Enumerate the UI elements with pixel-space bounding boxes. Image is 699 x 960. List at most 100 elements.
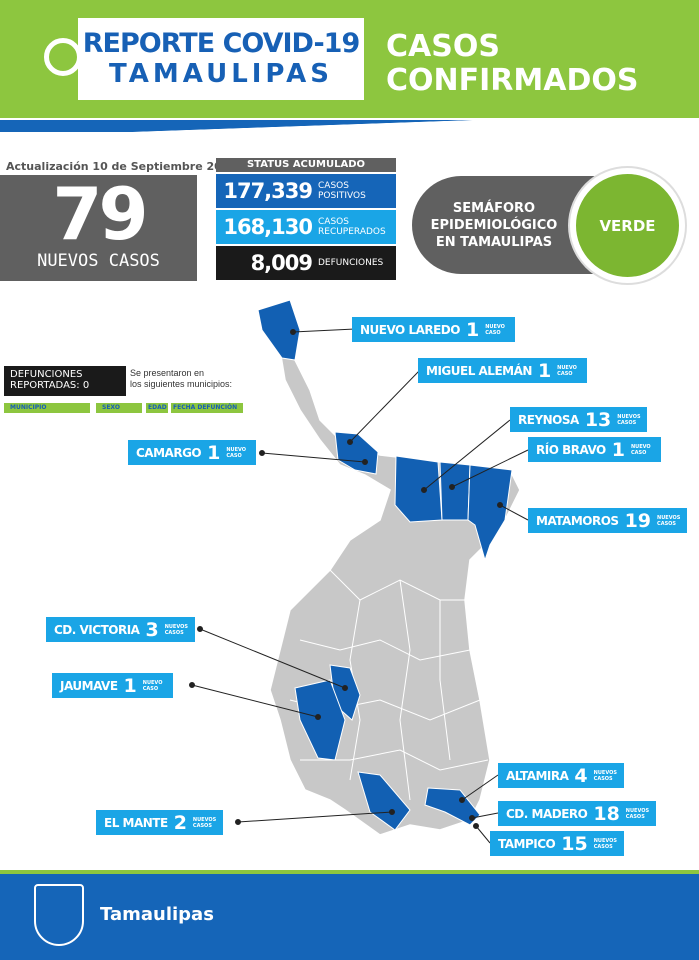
case-count: 3	[145, 618, 159, 641]
label-nuevo-laredo: NUEVO LAREDO 1 NUEVO CASO	[352, 317, 516, 342]
case-count: 1	[611, 438, 625, 461]
status-label: RECUPERADOS	[318, 227, 386, 237]
status-title: STATUS ACUMULADO	[216, 158, 396, 172]
column-header: FECHA DEFUNCIÓN	[171, 403, 243, 413]
label-cd-victoria: CD. VICTORIA 3 NUEVOS CASOS	[46, 617, 195, 642]
label-matamoros: MATAMOROS 19 NUEVOS CASOS	[528, 508, 688, 533]
municipality-name: CD. VICTORIA	[54, 622, 140, 637]
case-label: CASO	[142, 685, 159, 692]
case-count: 1	[465, 318, 480, 341]
case-count: 15	[561, 832, 588, 855]
new-cases-box: 79 NUEVOS CASOS	[0, 175, 197, 281]
reynosa-area	[394, 455, 443, 523]
label-reynosa: REYNOSA 13 NUEVOS CASOS	[510, 407, 648, 432]
case-label: NUEVOS	[593, 769, 617, 776]
case-label: NUEVOS	[625, 807, 650, 814]
municipality-name: MATAMOROS	[536, 513, 619, 528]
case-label: CASOS	[164, 629, 184, 636]
case-label: CASOS	[593, 843, 613, 850]
case-label: CASOS	[593, 775, 613, 782]
new-cases-label: NUEVOS CASOS	[37, 251, 160, 271]
title-line2: TAMAULIPAS	[109, 59, 333, 89]
el-mante-area	[357, 771, 411, 831]
status-value: 177,339	[223, 179, 313, 203]
tamaulipas-map	[189, 299, 529, 844]
status-value: 168,130	[223, 215, 313, 239]
rio-bravo-area	[439, 461, 471, 521]
status-deaths: 8,009 DEFUNCIONES	[216, 246, 396, 280]
semaforo-status: VERDE	[570, 168, 685, 283]
municipality-name: ALTAMIRA	[506, 768, 569, 783]
case-label: CASO	[630, 449, 647, 456]
section-line1: CASOS	[386, 29, 500, 64]
status-value: 8,009	[250, 251, 313, 275]
case-label: CASO	[226, 452, 242, 459]
case-label: NUEVO	[226, 446, 247, 453]
case-label: NUEVOS	[657, 514, 681, 521]
deaths-line: DEFUNCIONES	[10, 369, 83, 380]
municipality-name: EL MANTE	[104, 815, 168, 830]
deaths-line: REPORTADAS: 0	[10, 380, 90, 391]
municipality-name: JAUMAVE	[60, 678, 118, 693]
case-count: 19	[624, 509, 652, 532]
jaumave-area	[294, 679, 346, 761]
case-count: 13	[584, 408, 612, 431]
case-label: NUEVOS	[192, 816, 217, 823]
note-line: los siguientes municipios:	[130, 379, 233, 389]
column-header: SEXO	[96, 403, 142, 413]
case-count: 18	[593, 802, 620, 825]
new-cases-value: 79	[52, 172, 148, 256]
state-seal-icon	[34, 884, 84, 946]
label-el-mante: EL MANTE 2 NUEVOS CASOS	[96, 810, 223, 835]
case-label: CASOS	[617, 419, 637, 426]
status-label: DEFUNCIONES	[318, 258, 384, 268]
status-label: CASOS	[318, 217, 349, 227]
update-date: Actualización 10 de Septiembre 2022	[6, 160, 238, 173]
case-label: NUEVOS	[164, 623, 188, 630]
case-label: NUEVO	[142, 679, 163, 686]
column-header: EDAD	[146, 403, 168, 413]
case-count: 1	[207, 441, 221, 464]
footer-stripe	[0, 870, 699, 874]
header-stripe	[0, 120, 699, 132]
municipality-name: NUEVO LAREDO	[360, 322, 460, 337]
municipality-name: TAMPICO	[498, 836, 556, 851]
case-count: 2	[173, 811, 187, 834]
semaforo-label: SEMÁFORO EPIDEMIOLÓGICO EN TAMAULIPAS	[424, 200, 564, 251]
altamira-madero-tampico-area	[424, 787, 481, 826]
municipal-borders	[289, 569, 489, 801]
case-label: NUEVO	[557, 364, 577, 371]
title-line1: REPORTE COVID-19	[82, 28, 361, 59]
case-count: 4	[574, 764, 588, 787]
semaforo-line: EPIDEMIOLÓGICO	[430, 218, 558, 233]
municipality-name: CAMARGO	[136, 445, 202, 460]
label-cd-madero: CD. MADERO 18 NUEVOS CASOS	[498, 801, 656, 826]
case-count: 1	[537, 359, 552, 382]
label-miguel-aleman: MIGUEL ALEMÁN 1 NUEVO CASO	[418, 358, 588, 383]
label-altamira: ALTAMIRA 4 NUEVOS CASOS	[498, 763, 624, 788]
municipality-name: CD. MADERO	[506, 806, 588, 821]
case-label: NUEVOS	[617, 413, 641, 420]
footer	[0, 870, 699, 960]
status-recovered: 168,130 CASOS RECUPERADOS	[216, 210, 396, 244]
label-jaumave: JAUMAVE 1 NUEVO CASO	[52, 673, 173, 698]
case-label: CASOS	[657, 520, 677, 527]
leader-lines	[189, 328, 529, 844]
semaforo-line: EN TAMAULIPAS	[435, 235, 553, 250]
status-label: POSITIVOS	[318, 191, 366, 201]
matamoros-area	[467, 464, 513, 562]
case-label: CASOS	[192, 822, 212, 829]
case-label: NUEVO	[485, 323, 505, 330]
status-positive: 177,339 CASOS POSITIVOS	[216, 174, 396, 208]
section-title: CASOS CONFIRMADOS	[386, 30, 638, 98]
municipality-name: REYNOSA	[518, 412, 579, 427]
label-camargo: CAMARGO 1 NUEVO CASO	[128, 440, 257, 465]
section-line2: CONFIRMADOS	[386, 63, 639, 98]
report-title: REPORTE COVID-19 TAMAULIPAS	[78, 18, 364, 100]
nuevo-laredo-area	[257, 299, 301, 361]
case-label: CASOS	[625, 813, 645, 820]
case-label: NUEVO	[630, 443, 651, 450]
municipality-name: RÍO BRAVO	[536, 442, 606, 457]
deaths-reported: DEFUNCIONES REPORTADAS: 0	[4, 366, 126, 396]
affected-municipalities	[257, 299, 513, 831]
